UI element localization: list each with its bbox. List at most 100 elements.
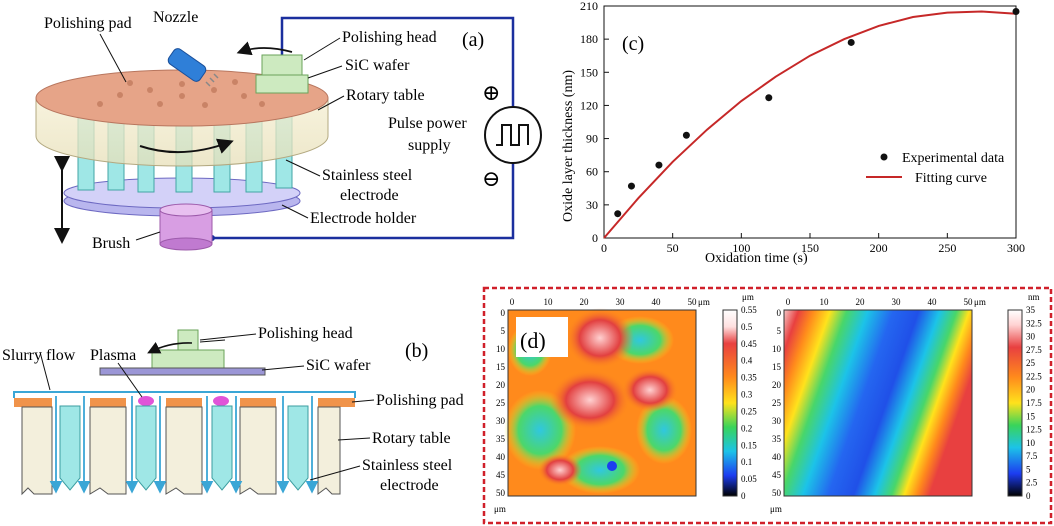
leader-slurry	[39, 351, 51, 391]
x-tick-label: 100	[732, 241, 750, 255]
panel-c-tag: (c)	[622, 33, 644, 55]
y-tick-label: 0	[592, 231, 598, 245]
map2-scale-label: 5	[1026, 464, 1031, 474]
map1-low-spot	[607, 461, 617, 471]
map2-scale-label: 30	[1026, 332, 1036, 342]
map1-scale-label: 0.3	[741, 390, 753, 400]
map2-scale-label: 25	[1026, 358, 1036, 368]
panel-b-tag: (b)	[405, 340, 428, 362]
afm-map-2	[783, 309, 973, 497]
label-electrode-1-a: Stainless steel	[322, 167, 413, 184]
map1-scale-labels: 0.55 0.5 0.45 0.4 0.35 0.3 0.25 0.2 0.15 0.1 0.05 0	[741, 305, 757, 501]
map2-base	[784, 310, 972, 496]
plus-sign: ⊕	[482, 80, 500, 105]
leader-brush	[135, 231, 161, 241]
electrodes-b	[59, 405, 309, 491]
y-tick-label: 120	[580, 98, 598, 112]
panel-a: (a) ⊕ ⊖	[35, 9, 542, 252]
map-y-tick-label: 40	[496, 452, 506, 462]
slurry-arrows	[49, 396, 319, 494]
leader-sic-wafer-a	[307, 65, 343, 79]
map-x-tick-label: 10	[820, 297, 830, 307]
x-tick-label: 50	[667, 241, 679, 255]
label-rotary-table-b: Rotary table	[372, 430, 451, 447]
leader-plasma	[117, 362, 143, 398]
y-tick-label: 180	[580, 32, 598, 46]
map-y-tick-label: 20	[496, 380, 506, 390]
x-axis-label: Oxidation time (s)	[705, 251, 808, 266]
brush-top	[159, 203, 213, 217]
label-sic-wafer-a: SiC wafer	[345, 57, 410, 74]
map-x-tick-label: 0	[510, 297, 515, 307]
map-y-unit: μm	[494, 504, 506, 514]
pulse-waveform-icon	[496, 124, 529, 146]
map2-scale-label: 32.5	[1026, 318, 1042, 328]
sic-wafer-b	[99, 367, 266, 376]
leader-polishing-head	[303, 37, 341, 61]
map-x-tick-label: 50	[688, 297, 698, 307]
label-electrode-1-b: Stainless steel	[362, 457, 453, 474]
map-y-tick-label: 10	[496, 344, 506, 354]
map-x-tick-label: 20	[580, 297, 590, 307]
panel-d: (d) μm 0.550.50.450.40.350.30.250.20.150…	[482, 286, 1053, 525]
map2-scale-label: 10	[1026, 438, 1036, 448]
map-y-tick-label: 15	[772, 362, 782, 372]
map1-border	[507, 309, 697, 497]
map1-scale-label: 0.45	[741, 339, 757, 349]
leader-sic-wafer-b	[261, 365, 305, 371]
map1-scale-label: 0.15	[741, 440, 757, 450]
label-electrode-2-a: electrode	[340, 187, 399, 204]
map2-scale-label: 20	[1026, 385, 1036, 395]
map2-scale-labels: 35 32.5 30 27.5 25 22.5 20 17.5 15 12.5 10 7.5 5 2.5 0	[1026, 305, 1042, 501]
panel-d-tag: (d)	[520, 328, 546, 353]
map-x-tick-label: 40	[928, 297, 938, 307]
slurry-flow-line	[13, 391, 356, 398]
map1-unit: μm	[742, 292, 754, 302]
map-x-tick-label: 30	[892, 297, 902, 307]
polishing-head	[261, 54, 303, 76]
polishing-head-b	[177, 329, 199, 351]
label-sic-wafer-b: SiC wafer	[306, 357, 371, 374]
head-rotation-arrow	[236, 41, 293, 56]
map1-scale-label: 0.35	[741, 373, 757, 383]
leader-electrode-holder	[281, 204, 309, 219]
fitting-curve	[603, 10, 1017, 239]
y-axis-label: Oxide layer thickness (nm)	[561, 70, 576, 222]
map-x-unit: μm	[974, 297, 986, 307]
label-pulse-power-2: supply	[408, 137, 451, 154]
head-axis-b	[199, 339, 226, 343]
map-y-unit: μm	[770, 504, 782, 514]
map1-scale-label: 0.5	[741, 322, 753, 332]
map-x-tick-label: 20	[856, 297, 866, 307]
map-x-tick-label: 10	[544, 297, 554, 307]
map-y-tick-label: 0	[501, 308, 506, 318]
map-x-unit: μm	[698, 297, 710, 307]
leader-electrode-b	[309, 465, 361, 481]
panel-d-tag-bg	[516, 317, 568, 357]
label-polishing-head-b: Polishing head	[258, 325, 353, 342]
table-rotation-arrow	[139, 138, 234, 154]
map2-border	[783, 309, 973, 497]
map-y-tick-label: 25	[496, 398, 506, 408]
leader-rotary-table-b	[337, 437, 371, 441]
map-y-tick-label: 0	[777, 308, 782, 318]
data-point	[765, 94, 773, 102]
panel-c: (c) 0 30 60 90 120 150 180 210 0 50 100 150 200 250 3…	[561, 0, 1025, 266]
label-rotary-table-a: Rotary table	[346, 87, 425, 104]
map1-scale-label: 0.05	[741, 474, 757, 484]
map2-colorbar	[1007, 309, 1023, 497]
data-point	[1012, 8, 1020, 16]
map-axis-ticks: 0010102020303040405050515253545μmμm00101…	[494, 297, 986, 514]
label-pulse-power-1: Pulse power	[388, 115, 467, 132]
plasma-spots	[138, 396, 229, 406]
map-y-tick-label: 50	[772, 488, 782, 498]
map2-scale-label: 12.5	[1026, 425, 1042, 435]
y-tick-label: 150	[580, 65, 598, 79]
legend-marker-points	[880, 153, 888, 161]
map1-scale-label: 0.4	[741, 356, 753, 366]
minus-sign: ⊖	[482, 166, 500, 191]
y-tick-label: 90	[586, 132, 598, 146]
map2-scale-label: 7.5	[1026, 451, 1038, 461]
data-point	[614, 210, 622, 218]
